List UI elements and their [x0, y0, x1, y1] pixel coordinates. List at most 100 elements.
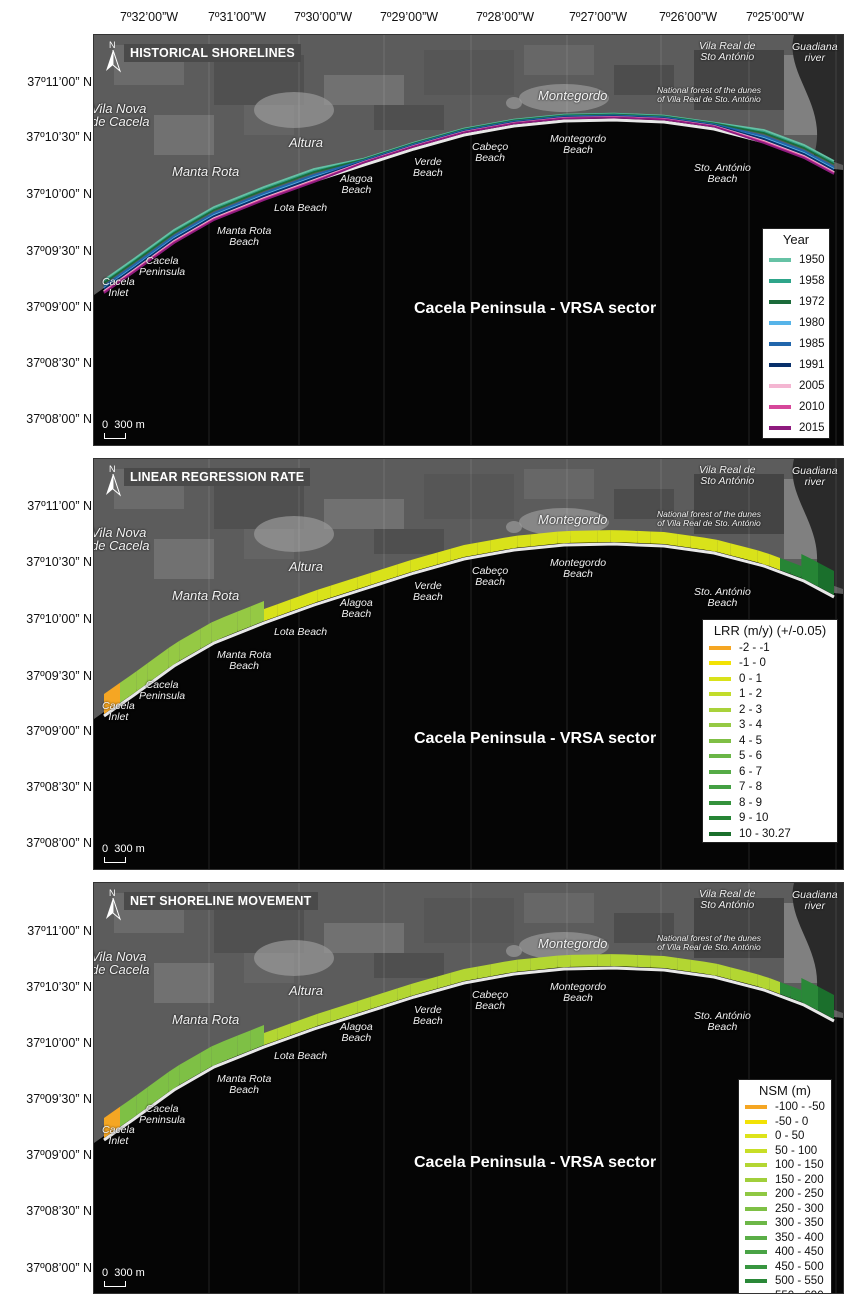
legend-title: LRR (m/y) (+/-0.05) [713, 623, 827, 638]
transect-segment [317, 1009, 331, 1026]
latitude-label: 37º10’00” N [26, 187, 92, 201]
transect-segment [237, 1030, 251, 1056]
latitude-label: 37º10’00” N [26, 612, 92, 626]
place-label-cacela-peninsula: Cacela Peninsula [139, 255, 186, 278]
terrain-patch [694, 474, 784, 534]
transect-segment [424, 976, 438, 993]
legend-swatch [745, 1134, 767, 1139]
legend-label: 550 - 690 [775, 1290, 824, 1293]
legend-item: 550 - 690 [739, 1289, 831, 1293]
transect-segment [277, 599, 291, 617]
legend-label: 2015 [799, 421, 825, 434]
legend-label: 5 - 6 [739, 750, 763, 763]
map-panel-linear-regression-rate[interactable]: N LINEAR REGRESSION RATE Vila Real de Sto … [93, 458, 844, 870]
transect-segment [477, 540, 491, 555]
place-label-montegordo-beach: Montegordo Beach [550, 133, 607, 156]
place-label-cacela-inlet: Cacela Inlet [102, 276, 135, 299]
legend-label: -1 - 0 [739, 657, 766, 670]
longitude-label: 7º27’00”W [568, 10, 628, 24]
transect-segment [717, 963, 731, 980]
legend-item: 300 - 350 [739, 1216, 831, 1231]
place-label-national-forest: National forest of the dunes of Vila Rea… [657, 933, 761, 952]
transect-segment [290, 594, 304, 612]
place-label-vila-real: Vila Real de Sto António [699, 464, 756, 487]
longitude-label: 7º32’00”W [119, 10, 179, 24]
latitude-label: 37º09’00” N [26, 724, 92, 738]
terrain-patch [694, 50, 784, 110]
transect-segment [544, 531, 558, 545]
legend-label: 50 - 100 [775, 1144, 818, 1157]
place-label-guadiana: Guadiana river [792, 465, 838, 488]
transect-segment [211, 1041, 224, 1067]
terrain-patch [154, 539, 214, 579]
svg-text:N: N [109, 464, 116, 474]
transect-segment [597, 530, 611, 543]
longitude-label: 7º30’00”W [293, 10, 353, 24]
legend-swatch [745, 1105, 767, 1110]
transect-segment [504, 535, 518, 550]
legend-item: 1972 [763, 291, 829, 312]
legend-swatch [769, 383, 791, 388]
transect-segment [704, 961, 718, 976]
place-label-guadiana: Guadiana river [792, 889, 838, 912]
legend-box: LRR (m/y) (+/-0.05) -2 - -1 -1 - 0 0 - 1 1 -… [702, 619, 838, 843]
transect-segment [490, 537, 504, 553]
legend-label: 150 - 200 [775, 1173, 824, 1186]
legend-swatch [745, 1163, 767, 1168]
transect-segment [437, 972, 451, 989]
legend-item: 50 - 100 [739, 1144, 831, 1159]
transect-segment [810, 982, 818, 1011]
legend-item: 1 - 2 [703, 687, 837, 703]
panel-title: HISTORICAL SHORELINES [124, 44, 301, 62]
transect-segment [801, 978, 810, 1007]
legend-swatch [745, 1148, 767, 1153]
transect-segment [517, 958, 531, 972]
satellite-basemap [94, 459, 843, 869]
legend-label: 7 - 8 [739, 781, 763, 794]
terrain-patch [614, 489, 674, 519]
legend-swatch [745, 1119, 767, 1124]
terrain-patch [614, 65, 674, 95]
place-label-cabeco-beach: Cabeço Beach [472, 989, 509, 1012]
transect-segment [464, 966, 478, 981]
legend-swatch [745, 1221, 767, 1226]
terrain-patch [324, 923, 404, 953]
legend-swatch [769, 362, 791, 367]
sector-label: Cacela Peninsula - VRSA sector [414, 1154, 657, 1171]
svg-text:N: N [109, 888, 116, 898]
transect-segment [757, 550, 770, 566]
legend-swatch [709, 769, 731, 774]
legend-swatch [769, 404, 791, 409]
legend-swatch [769, 341, 791, 346]
map-panel-net-shoreline-movement[interactable]: N NET SHORELINE MOVEMENT Vila Real de Sto … [93, 882, 844, 1294]
legend-label: 2005 [799, 379, 825, 392]
legend-item: -100 - -50 [739, 1100, 831, 1115]
legend-item: 1985 [763, 333, 829, 354]
terrain-patch [374, 529, 444, 554]
legend-item: 8 - 9 [703, 795, 837, 811]
town-area [506, 97, 522, 109]
transect-segment [801, 554, 810, 583]
town-area [506, 521, 522, 533]
scale-bar: 0 300 m [102, 419, 145, 439]
transect-segment [664, 956, 678, 970]
place-label-sto-antonio-beach: Sto. António Beach [694, 162, 751, 185]
transect-segment [490, 961, 504, 977]
town-area [254, 940, 334, 976]
transect-segment [690, 959, 704, 974]
place-label-verde-beach: Verde Beach [413, 156, 443, 179]
latitude-label: 37º08’30” N [26, 1204, 92, 1218]
legend-swatch [745, 1250, 767, 1255]
panel-title: NET SHORELINE MOVEMENT [124, 892, 318, 910]
latitude-label: 37º09’30” N [26, 244, 92, 258]
terrain-patch [424, 50, 514, 95]
transect-segment [504, 959, 518, 974]
terrain-patch [324, 499, 404, 529]
transect-segment [250, 601, 264, 627]
transect-segment [769, 554, 780, 570]
transect-segment [224, 1035, 238, 1061]
terrain-patch [694, 898, 784, 958]
legend-label: 450 - 500 [775, 1260, 824, 1273]
transect-segment [450, 969, 464, 985]
map-panel-historical-shorelines[interactable]: N HISTORICAL SHORELINES Vila Real de Sto A… [93, 34, 844, 446]
